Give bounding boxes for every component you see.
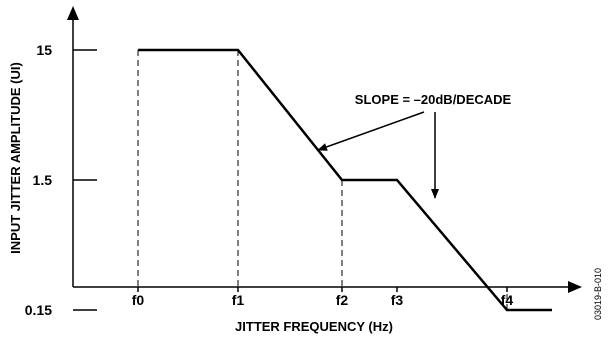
x-tick-label: f1: [232, 292, 245, 308]
y-tick-label: 0.15: [25, 302, 52, 318]
slope-annotation-arrow-1: [317, 111, 425, 151]
y-ticks: 15 1.5 0.15: [25, 42, 97, 318]
y-tick-label: 1.5: [33, 172, 53, 188]
x-tick-label: f0: [132, 292, 145, 308]
x-axis-label: JITTER FREQUENCY (Hz): [235, 319, 393, 334]
figure-code: 03019-B-010: [593, 268, 603, 320]
axes: [67, 6, 582, 293]
dashed-guides: [137, 50, 508, 310]
y-axis-label: INPUT JITTER AMPLITUDE (UI): [8, 62, 23, 254]
x-tick-label: f2: [336, 292, 349, 308]
slope-annotation: SLOPE = –20dB/DECADE: [317, 92, 512, 199]
y-tick-label: 15: [36, 42, 52, 58]
x-axis-arrow: [568, 281, 582, 293]
series-line: [138, 48, 552, 312]
y-axis-arrow: [67, 6, 79, 20]
x-tick-label: f3: [391, 292, 404, 308]
slope-annotation-text: SLOPE = –20dB/DECADE: [355, 92, 512, 107]
x-ticks: f0 f1 f2 f3 f4: [132, 287, 513, 308]
series-group: [138, 48, 552, 312]
